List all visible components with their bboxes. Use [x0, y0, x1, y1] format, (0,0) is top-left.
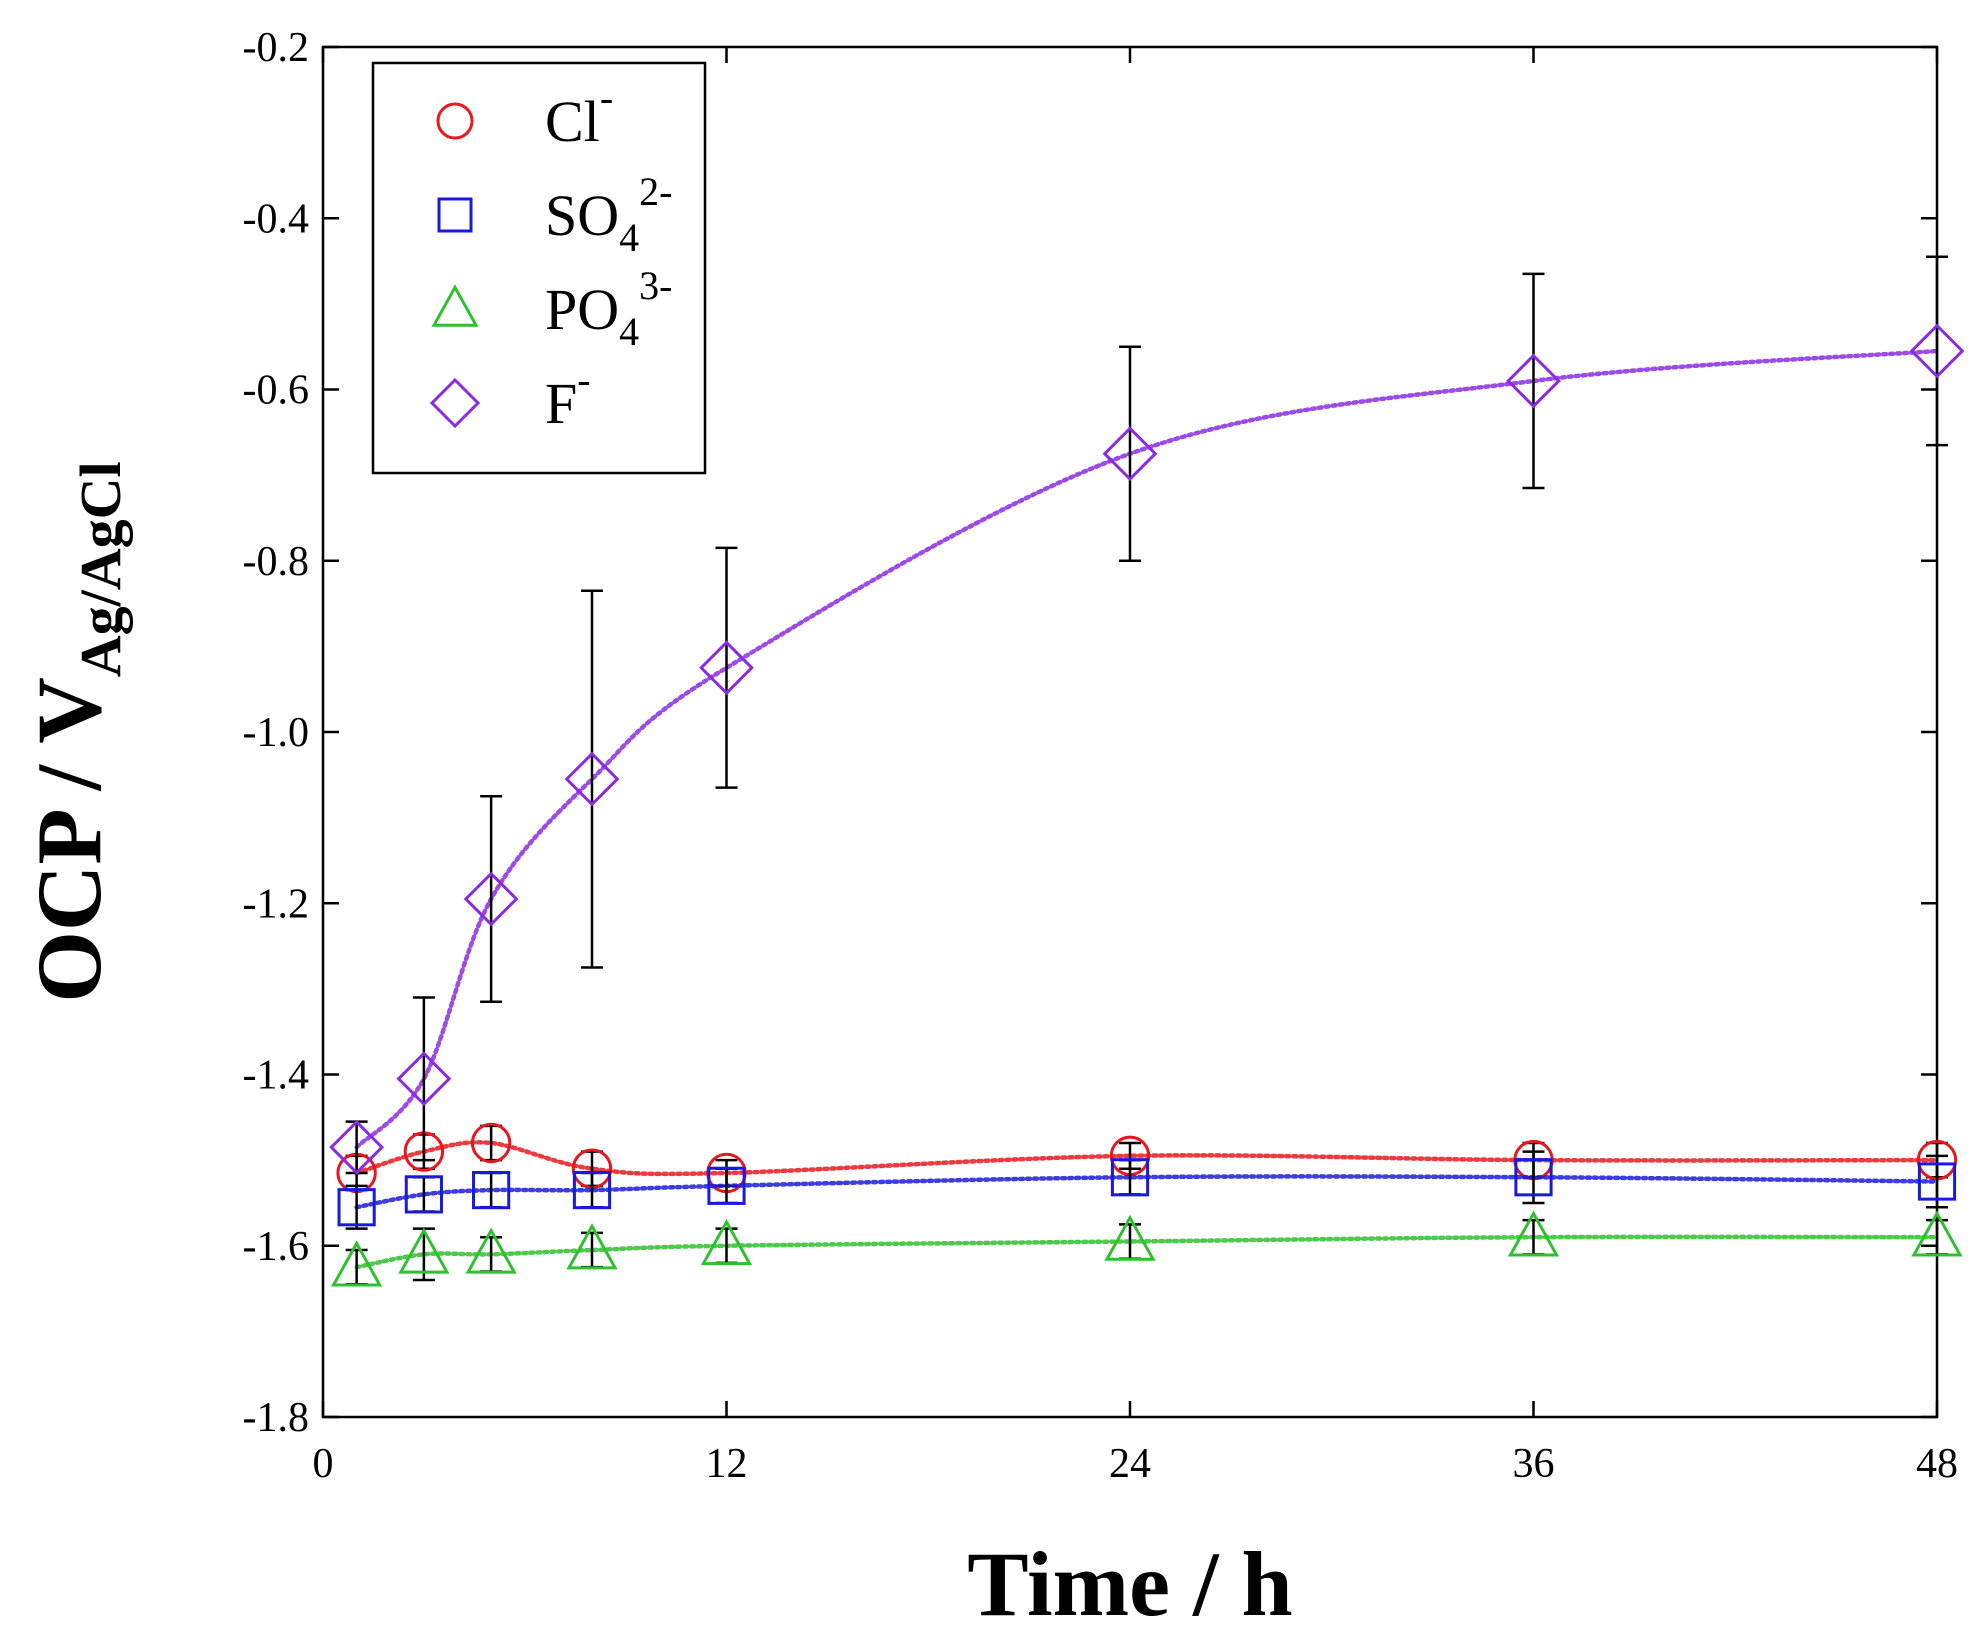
- data-point: [1102, 426, 1158, 482]
- y-tick-label: -1.8: [243, 1395, 310, 1441]
- x-tick-label: 12: [706, 1441, 748, 1487]
- data-point: [700, 1218, 753, 1266]
- legend-marker: [437, 197, 473, 233]
- data-point: [398, 1227, 450, 1274]
- legend-label: F-: [545, 357, 591, 436]
- data-point: [566, 1223, 618, 1270]
- x-tick-label: 0: [313, 1441, 334, 1487]
- legend-label: SO42-: [545, 169, 672, 260]
- data-point: [330, 1240, 383, 1287]
- data-point: [463, 871, 519, 927]
- legend-box: [371, 61, 707, 475]
- y-tick-label: -0.2: [243, 25, 310, 71]
- x-tick-label: 36: [1513, 1441, 1555, 1487]
- data-point: [472, 1170, 511, 1210]
- y-tick-label: -1.4: [243, 1053, 310, 1099]
- data-point: [465, 1227, 517, 1274]
- data-point: [1911, 1210, 1963, 1257]
- series-line: [354, 348, 1940, 1150]
- series-layer: [329, 255, 1965, 1287]
- data-point: [699, 640, 754, 696]
- series-diamond: [329, 255, 1965, 1175]
- data-point: [470, 1122, 512, 1164]
- data-point: [1917, 1162, 1957, 1201]
- data-point: [1507, 1210, 1560, 1257]
- data-point: [1909, 323, 1965, 379]
- data-point: [1506, 353, 1561, 409]
- y-tick-label: -1.0: [243, 710, 310, 756]
- data-point: [707, 1166, 746, 1205]
- data-point: [1514, 1158, 1553, 1197]
- series-square: [337, 1150, 1957, 1230]
- series-line: [354, 1174, 1940, 1210]
- series-line: [354, 1140, 1940, 1177]
- y-tick-label: -0.8: [243, 539, 310, 585]
- data-point: [337, 1188, 376, 1227]
- legend-marker: [436, 102, 474, 140]
- legend-label: Cl-: [545, 75, 613, 154]
- y-tick-label: -0.6: [243, 368, 310, 414]
- legend-marker: [429, 377, 481, 429]
- legend-label: PO43-: [545, 263, 672, 354]
- data-point: [564, 751, 620, 807]
- x-axis-title: Time / h: [967, 1533, 1292, 1635]
- data-point: [1110, 1158, 1150, 1197]
- data-point: [572, 1170, 612, 1210]
- series-triangle: [330, 1210, 1963, 1287]
- x-tick-label: 48: [1916, 1441, 1958, 1487]
- data-point: [1104, 1214, 1156, 1261]
- data-point: [404, 1175, 443, 1214]
- data-point: [329, 1119, 385, 1175]
- legend: Cl- SO42-PO43-F-: [371, 61, 707, 475]
- y-axis-title: OCP / VAg/AgCl: [18, 461, 133, 1002]
- y-tick-label: -1.2: [243, 881, 310, 927]
- x-tick-label: 24: [1109, 1441, 1151, 1487]
- axes-layer: -1.8 -1.6 -1.4 -1.2 -1.0 -0.8 -0.6 -0.4 -0.2 0 12 2…: [243, 25, 1959, 1487]
- data-point: [396, 1051, 452, 1107]
- legend-marker: [431, 284, 479, 327]
- y-tick-label: -1.6: [243, 1224, 310, 1270]
- y-tick-label: -0.4: [243, 196, 310, 242]
- series-line: [354, 1234, 1940, 1270]
